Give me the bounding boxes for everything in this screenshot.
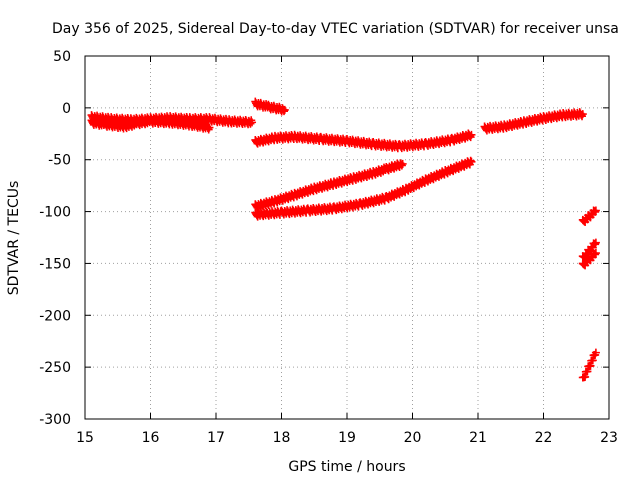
x-tick-label: 16 bbox=[142, 430, 160, 446]
data-point bbox=[591, 206, 600, 215]
data-points bbox=[87, 97, 600, 382]
data-series bbox=[87, 111, 257, 129]
data-point bbox=[591, 238, 600, 247]
data-point bbox=[591, 348, 600, 357]
data-point bbox=[280, 105, 289, 114]
data-series bbox=[578, 238, 600, 262]
x-tick-label: 20 bbox=[404, 430, 422, 446]
y-tick-label: 50 bbox=[53, 49, 71, 65]
x-tick-label: 22 bbox=[535, 430, 553, 446]
data-series bbox=[251, 129, 476, 153]
x-tick-label: 21 bbox=[469, 430, 487, 446]
data-point bbox=[467, 130, 476, 139]
data-series bbox=[251, 97, 289, 116]
y-tick-label: -150 bbox=[39, 256, 71, 272]
data-series bbox=[578, 206, 600, 227]
data-point bbox=[467, 157, 476, 166]
data-series bbox=[578, 348, 600, 382]
x-tick-label: 15 bbox=[76, 430, 94, 446]
y-tick-label: -50 bbox=[48, 153, 71, 169]
x-tick-labels: 15 16 17 18 19 20 21 22 23 bbox=[76, 430, 618, 446]
y-tick-label: -300 bbox=[39, 412, 71, 428]
data-point bbox=[591, 249, 600, 258]
data-series bbox=[251, 159, 407, 212]
chart-title: Day 356 of 2025, Sidereal Day-to-day VTE… bbox=[52, 21, 619, 37]
data-series bbox=[251, 156, 476, 221]
y-axis-label: SDTVAR / TECUs bbox=[6, 181, 22, 296]
y-tick-label: -100 bbox=[39, 205, 71, 221]
y-tick-label: -200 bbox=[39, 308, 71, 324]
grid-lines bbox=[85, 56, 609, 419]
data-series bbox=[578, 249, 600, 270]
data-point bbox=[398, 159, 407, 168]
x-tick-label: 17 bbox=[207, 430, 225, 446]
data-point bbox=[578, 110, 587, 119]
y-tick-labels: 50 0 -50 -100 -150 -200 -250 -300 bbox=[39, 49, 71, 428]
x-tick-label: 19 bbox=[338, 430, 356, 446]
y-tick-label: 0 bbox=[62, 101, 71, 117]
data-series bbox=[480, 108, 587, 135]
x-tick-label: 23 bbox=[600, 430, 618, 446]
x-axis-label: GPS time / hours bbox=[288, 459, 405, 475]
data-point bbox=[248, 118, 257, 127]
x-tick-label: 18 bbox=[273, 430, 291, 446]
y-tick-label: -250 bbox=[39, 360, 71, 376]
plot-frame bbox=[84, 55, 610, 420]
